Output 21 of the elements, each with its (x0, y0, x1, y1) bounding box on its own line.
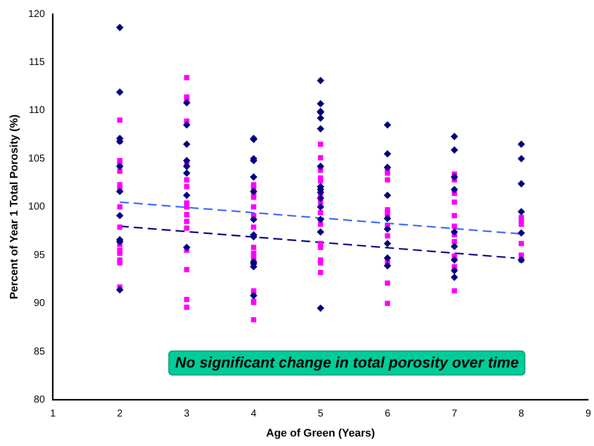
y-tick-label: 90 (34, 298, 46, 310)
y-axis-title: Percent of Year 1 Total Porosity (%) (8, 114, 21, 300)
y-tick-label: 80 (34, 394, 46, 406)
y-tick-label: 110 (28, 105, 46, 116)
x-tick-label: 1 (50, 408, 56, 420)
y-tick-label: 85 (34, 346, 46, 358)
x-tick-label: 9 (585, 408, 592, 420)
y-tick-label: 120 (28, 8, 46, 20)
x-tick-label: 6 (384, 408, 391, 420)
y-tick-label: 95 (34, 250, 46, 261)
x-tick-label: 8 (518, 408, 525, 420)
y-tick-label: 115 (28, 56, 46, 68)
y-tick-label: 105 (28, 153, 46, 164)
x-tick-label: 7 (452, 408, 458, 420)
x-tick-label: 2 (117, 408, 124, 420)
y-tick-label: 100 (28, 202, 46, 213)
x-tick-label: 4 (250, 408, 257, 420)
x-axis-title: Age of Green (Years) (266, 427, 376, 440)
note-box: No significant change in total porosity over time (168, 350, 526, 376)
x-tick-label: 3 (184, 408, 190, 420)
x-tick-label: 5 (318, 408, 324, 420)
